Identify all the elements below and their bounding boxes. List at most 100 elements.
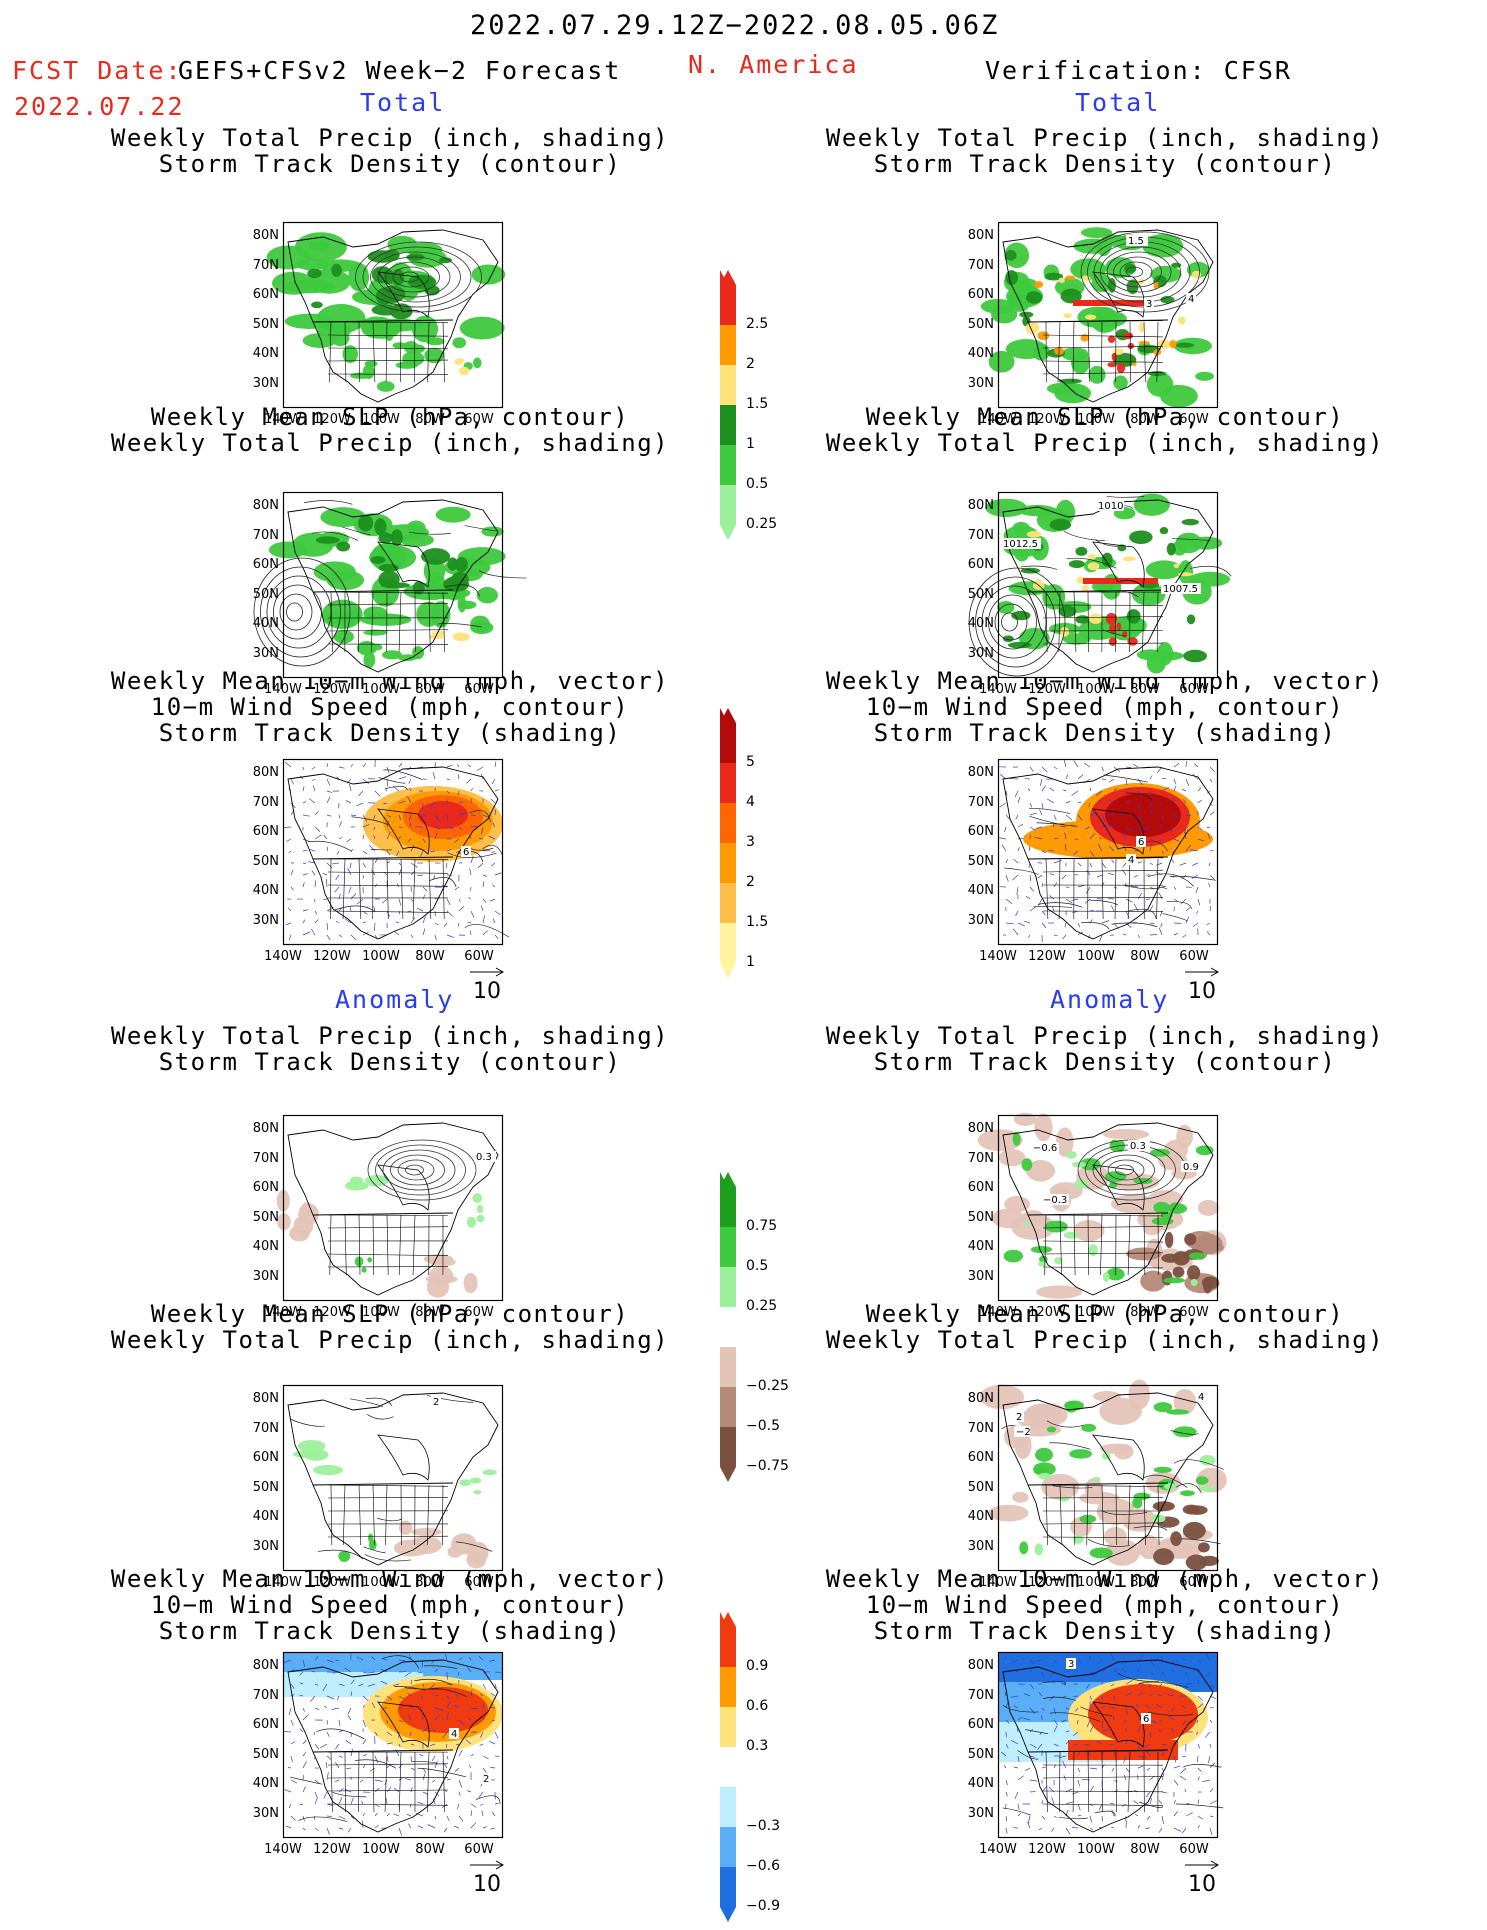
shading-blob <box>361 1267 366 1272</box>
shading-blob <box>1005 270 1018 285</box>
lat-tick-label: 60N <box>960 1180 994 1195</box>
shading-blob <box>1163 1277 1185 1283</box>
lon-tick-label: 120W <box>1025 1575 1069 1590</box>
contour-label: 4 <box>1188 294 1194 305</box>
colorbar-storm_anom <box>708 1612 748 1930</box>
colorbar-segment <box>720 1347 736 1387</box>
lat-tick-label: 80N <box>960 1658 994 1673</box>
shading-blob <box>1042 584 1065 609</box>
shading-blob <box>1060 1496 1070 1502</box>
shading-blob <box>476 1215 484 1222</box>
colorbar-segment <box>720 1227 736 1267</box>
shading-blob <box>1183 1522 1206 1540</box>
shading-blob <box>1022 1158 1033 1171</box>
lon-tick-label: 60W <box>457 412 501 427</box>
panel-title-line: 10−m Wind Speed (mph, contour) <box>825 1592 1385 1618</box>
shading-blob <box>1011 611 1030 620</box>
shading-blob <box>473 358 482 369</box>
lon-tick-label: 80W <box>408 1305 452 1320</box>
shading-blob <box>443 577 469 592</box>
shading-blob <box>336 542 350 552</box>
lat-tick-label: 60N <box>960 824 994 839</box>
colorbar-segment <box>720 923 736 963</box>
shading-blob <box>1080 1515 1097 1523</box>
lon-tick-label: 60W <box>457 1305 501 1320</box>
shading-blob <box>1005 250 1017 261</box>
colorbar-label: −0.5 <box>746 1418 780 1434</box>
colorbar-segment <box>720 1867 736 1907</box>
lat-tick-label: 50N <box>245 854 279 869</box>
shading-blob <box>447 1546 462 1558</box>
panel-title-line: Storm Track Density (contour) <box>825 151 1385 177</box>
region-label: N. America <box>688 50 859 79</box>
map-panel-fa_slp: 2 <box>283 1385 503 1571</box>
shading-blob <box>458 595 466 612</box>
shading-blob <box>991 305 1017 324</box>
contour-label: 3 <box>1068 1659 1074 1670</box>
panel-title-line: 10−m Wind Speed (mph, contour) <box>825 694 1385 720</box>
shading-blob <box>1195 372 1214 381</box>
lat-tick-label: 30N <box>245 1539 279 1554</box>
shading-blob <box>1186 1555 1207 1571</box>
shading-blob <box>412 646 424 659</box>
shading-blob <box>1024 1222 1030 1227</box>
lat-tick-label: 60N <box>245 1717 279 1732</box>
shading-blob <box>1038 1473 1051 1480</box>
shading-blob <box>1090 1547 1113 1558</box>
lon-tick-label: 100W <box>1074 1575 1118 1590</box>
shading-blob <box>357 641 377 655</box>
shading-blob <box>1196 1145 1214 1155</box>
lat-tick-label: 70N <box>960 258 994 273</box>
section-anomaly-forecast: Anomaly <box>335 985 454 1014</box>
colorbar-segment <box>720 325 736 365</box>
shading-blob <box>1175 343 1194 348</box>
shading-blob <box>1153 1202 1170 1214</box>
vector-ref-arrow <box>1183 1859 1223 1871</box>
lat-tick-label: 50N <box>960 1747 994 1762</box>
shading-blob <box>1012 1492 1029 1503</box>
shading-blob <box>988 1505 1028 1522</box>
lat-tick-label: 50N <box>960 1210 994 1225</box>
shading-blob <box>1047 383 1078 395</box>
shading-blob <box>1153 1501 1175 1511</box>
lon-tick-label: 60W <box>457 682 501 697</box>
shading-blob <box>1196 1476 1209 1485</box>
lon-tick-label: 80W <box>1123 1305 1167 1320</box>
panel-title: Weekly Total Precip (inch, shading)Storm… <box>110 125 670 177</box>
contour-label: −0.3 <box>1043 1195 1067 1206</box>
colorbar-segment <box>720 1747 736 1787</box>
map-panel-fa_wind: 42 <box>283 1652 503 1838</box>
panel-title-line: Weekly Total Precip (inch, shading) <box>825 1023 1385 1049</box>
colorbar-label: 3 <box>746 834 755 850</box>
lat-tick-label: 40N <box>245 1776 279 1791</box>
lat-tick-label: 60N <box>960 287 994 302</box>
lat-tick-label: 50N <box>960 587 994 602</box>
panel-title: Weekly Total Precip (inch, shading)Storm… <box>110 1023 670 1075</box>
lon-tick-label: 120W <box>310 949 354 964</box>
lat-tick-label: 30N <box>245 376 279 391</box>
lat-tick-label: 50N <box>960 317 994 332</box>
lat-tick-label: 60N <box>245 1180 279 1195</box>
lat-tick-label: 30N <box>245 913 279 928</box>
shading-blob <box>367 1257 372 1262</box>
shading-blob <box>1191 1279 1198 1286</box>
lon-tick-label: 60W <box>457 949 501 964</box>
shading-blob <box>470 1477 481 1483</box>
lat-tick-label: 50N <box>245 587 279 602</box>
colorbar-label: −0.75 <box>746 1458 789 1474</box>
map-panel-fc_wind: 6 <box>283 759 503 945</box>
lat-tick-label: 60N <box>960 1450 994 1465</box>
vector-ref-label: 10 <box>1188 1872 1216 1897</box>
shading-blob <box>483 1469 497 1475</box>
shading-blob <box>1124 264 1136 274</box>
shading-blob <box>458 358 465 362</box>
panel-title-line: Weekly Total Precip (inch, shading) <box>110 430 670 456</box>
lon-tick-label: 120W <box>1025 1305 1069 1320</box>
panel-title-line: Storm Track Density (contour) <box>110 151 670 177</box>
lon-tick-label: 100W <box>1074 682 1118 697</box>
contour-label: −0.6 <box>1033 1143 1057 1154</box>
map-panel-fc_slp_precip <box>283 492 503 678</box>
shading-blob <box>1199 1455 1215 1466</box>
lon-tick-label: 100W <box>1074 1305 1118 1320</box>
shading-blob <box>1027 531 1042 538</box>
